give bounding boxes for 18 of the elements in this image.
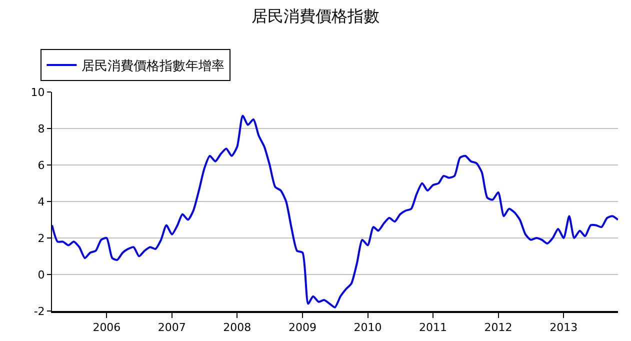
x-tick-label: 2010 <box>354 321 382 334</box>
x-tick-label: 2006 <box>92 321 121 334</box>
y-tick-label: 0 <box>38 268 45 282</box>
x-tick-label: 2007 <box>158 321 186 334</box>
x-tick-label: 2012 <box>484 321 512 334</box>
x-tick-label: 2008 <box>223 321 252 334</box>
x-tick-label: 2011 <box>419 321 448 334</box>
x-tick-label: 2013 <box>550 321 578 334</box>
y-tick-label: -2 <box>34 304 45 318</box>
y-tick-label: 10 <box>30 86 45 99</box>
y-tick-label: 6 <box>38 158 45 172</box>
y-tick-label: 8 <box>38 122 45 136</box>
chart-title: 居民消費價格指數 <box>252 6 380 26</box>
y-tick-label: 4 <box>38 195 45 208</box>
legend-label: 居民消費價格指數年增率 <box>82 58 225 74</box>
x-tick-label: 2009 <box>288 321 317 334</box>
line-series <box>52 114 618 308</box>
y-tick-label: 2 <box>38 232 45 245</box>
